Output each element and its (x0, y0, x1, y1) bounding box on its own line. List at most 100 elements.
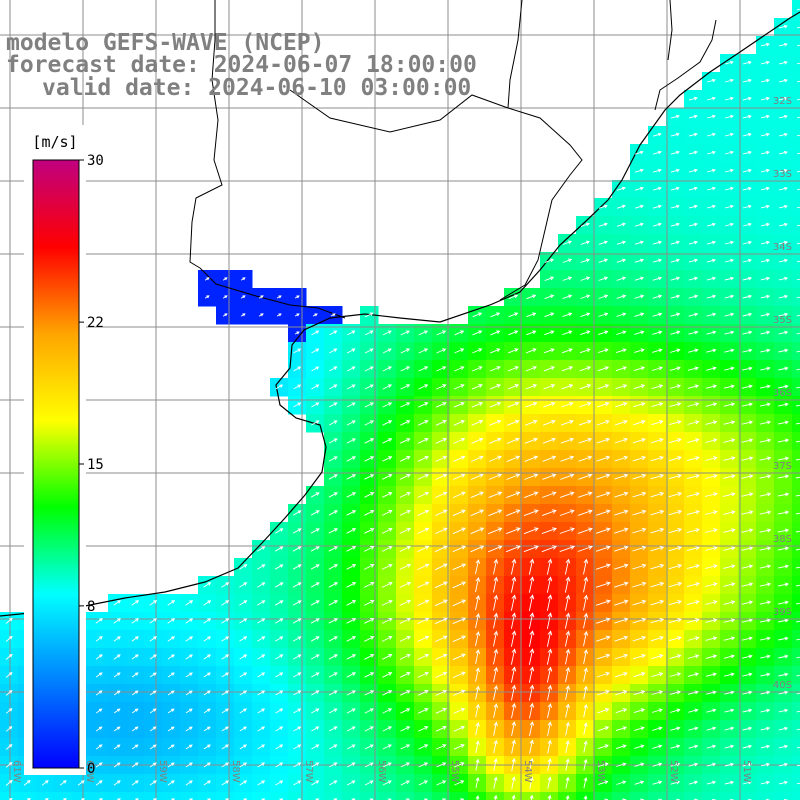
wind-arrow (652, 330, 663, 335)
wind-arrow (616, 762, 627, 767)
lat-label: 38S (773, 534, 792, 545)
wind-arrow (364, 456, 375, 462)
wind-arrow (546, 648, 553, 665)
wind-arrow (257, 690, 266, 696)
wind-arrow (583, 703, 588, 718)
wind-arrow (706, 744, 717, 749)
wind-arrow (595, 545, 611, 552)
wind-arrow (565, 758, 570, 771)
wind-arrow (311, 348, 320, 354)
wind-arrow (544, 294, 555, 300)
wind-arrow (634, 330, 645, 335)
wind-arrow (381, 636, 393, 642)
wind-arrow (149, 726, 157, 732)
wind-arrow (400, 384, 411, 390)
wind-arrow (706, 114, 716, 119)
wind-arrow (470, 473, 484, 480)
wind-arrow (724, 366, 735, 371)
wind-arrow (668, 438, 682, 444)
wind-arrow (544, 276, 555, 282)
wind-arrow (506, 509, 521, 517)
wind-arrow (400, 744, 411, 750)
wind-cell (792, 162, 800, 181)
wind-arrow (547, 684, 553, 701)
wind-arrow (778, 78, 788, 83)
wind-arrow (652, 726, 663, 731)
wind-arrow (275, 708, 284, 714)
wind-arrow (614, 473, 629, 480)
wind-arrow (596, 653, 611, 660)
wind-cell (252, 792, 271, 800)
wind-arrow (614, 491, 629, 498)
wind-arrow (616, 294, 627, 299)
wind-arrow (203, 618, 212, 624)
wind-arrow (346, 762, 356, 768)
wind-arrow (472, 366, 483, 372)
wind-arrow (597, 366, 610, 372)
wind-arrow (364, 762, 374, 768)
wind-arrow (328, 456, 338, 462)
wind-arrow (578, 473, 593, 480)
wind-arrow (595, 599, 611, 606)
wind-arrow (493, 758, 498, 771)
wind-arrow (510, 666, 517, 683)
wind-arrow (724, 780, 735, 785)
wind-cell (792, 792, 800, 800)
wind-arrow (400, 348, 411, 354)
wind-arrow (23, 780, 31, 786)
wind-arrow (651, 384, 664, 390)
wind-arrow (778, 672, 789, 677)
wind-arrow (669, 384, 682, 389)
wind-arrow (742, 348, 753, 353)
wind-arrow (596, 473, 611, 480)
wind-arrow (293, 690, 302, 696)
wind-arrow (99, 798, 103, 800)
wind-arrow (239, 762, 248, 768)
wind-arrow (330, 313, 336, 317)
wind-arrow (796, 638, 800, 641)
wind-arrow (795, 476, 800, 479)
wind-arrow (311, 726, 320, 732)
wind-cell (792, 522, 800, 541)
wind-arrow (704, 528, 718, 533)
wind-arrow (292, 564, 302, 570)
wind-arrow (453, 744, 465, 750)
wind-arrow (547, 776, 552, 789)
wind-arrow (796, 80, 800, 83)
wind-arrow (400, 726, 411, 732)
wind-arrow (565, 740, 570, 754)
wind-arrow (759, 582, 772, 587)
wind-arrow (346, 780, 356, 786)
wind-arrow (778, 402, 789, 407)
wind-arrow (760, 78, 770, 83)
wind-arrow (435, 726, 447, 732)
wind-arrow (687, 366, 699, 371)
wind-arrow (239, 672, 248, 678)
wind-arrow (634, 294, 645, 299)
wind-arrow (760, 636, 771, 641)
wind-arrow (632, 527, 647, 534)
wind-arrow (203, 780, 211, 786)
wind-arrow (778, 348, 789, 353)
wind-arrow (475, 776, 480, 789)
wind-arrow (668, 581, 683, 588)
wind-arrow (634, 258, 645, 263)
wind-arrow (583, 630, 589, 647)
wind-arrow (149, 636, 157, 642)
wind-arrow (328, 690, 338, 696)
lat-label: 37S (773, 461, 792, 472)
wind-arrow (511, 794, 516, 800)
wind-arrow (203, 744, 211, 750)
wind-arrow (615, 708, 628, 714)
lon-label: 58W (230, 760, 241, 783)
wind-arrow (311, 366, 320, 372)
wind-arrow (796, 602, 800, 605)
wind-arrow (526, 330, 537, 336)
wind-arrow (742, 780, 753, 785)
wind-arrow (723, 636, 736, 641)
wind-arrow (436, 330, 447, 336)
wind-arrow (417, 473, 430, 480)
wind-arrow (149, 690, 157, 696)
wind-cell (792, 720, 800, 739)
